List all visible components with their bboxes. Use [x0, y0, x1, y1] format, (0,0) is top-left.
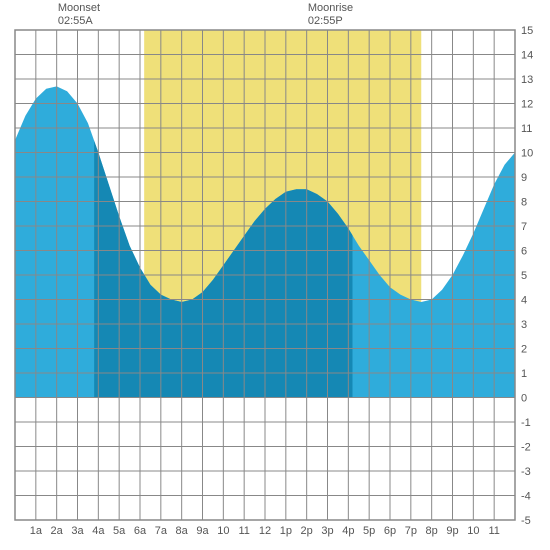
x-tick-label: 4a — [92, 525, 105, 537]
y-tick-label: 5 — [521, 270, 527, 282]
x-tick-label: 12 — [259, 525, 271, 537]
tide-chart: Moonset 02:55A Moonrise 02:55P -5-4-3-2-… — [0, 0, 550, 550]
moonset-time: 02:55A — [58, 15, 100, 28]
y-tick-label: 11 — [521, 123, 532, 135]
x-tick-label: 3a — [71, 525, 84, 537]
y-tick-label: 2 — [521, 344, 527, 356]
x-tick-label: 2p — [301, 525, 313, 537]
x-tick-label: 5p — [363, 525, 375, 537]
moonset-title: Moonset — [58, 2, 100, 15]
y-tick-label: 12 — [521, 99, 533, 111]
x-tick-label: 7a — [155, 525, 168, 537]
y-tick-label: 10 — [521, 148, 533, 160]
x-tick-label: 2a — [51, 525, 64, 537]
x-tick-label: 1p — [280, 525, 292, 537]
x-tick-label: 3p — [321, 525, 333, 537]
x-tick-label: 10 — [467, 525, 479, 537]
x-tick-label: 6a — [134, 525, 147, 537]
x-tick-label: 1a — [30, 525, 43, 537]
y-tick-label: 3 — [521, 319, 527, 331]
y-tick-label: 14 — [521, 50, 533, 62]
x-tick-label: 9p — [446, 525, 458, 537]
y-tick-label: 15 — [521, 25, 533, 37]
x-tick-label: 6p — [384, 525, 396, 537]
moonrise-title: Moonrise — [308, 2, 353, 15]
moonrise-label: Moonrise 02:55P — [308, 2, 353, 28]
x-tick-label: 7p — [405, 525, 417, 537]
y-tick-label: -5 — [521, 515, 531, 527]
moonset-label: Moonset 02:55A — [58, 2, 100, 28]
x-tick-label: 8a — [176, 525, 189, 537]
y-tick-label: -3 — [521, 466, 531, 478]
moonrise-time: 02:55P — [308, 15, 353, 28]
y-tick-label: -2 — [521, 442, 531, 454]
x-tick-label: 11 — [238, 525, 249, 537]
x-tick-label: 10 — [217, 525, 229, 537]
y-tick-label: 4 — [521, 295, 527, 307]
chart-svg: -5-4-3-2-101234567891011121314151a2a3a4a… — [0, 0, 550, 550]
y-tick-label: 13 — [521, 74, 533, 86]
y-tick-label: 6 — [521, 246, 527, 258]
y-tick-label: 8 — [521, 197, 527, 209]
x-tick-label: 11 — [488, 525, 499, 537]
x-tick-label: 5a — [113, 525, 126, 537]
x-tick-label: 9a — [196, 525, 209, 537]
x-tick-label: 8p — [426, 525, 438, 537]
y-tick-label: 7 — [521, 221, 527, 233]
y-tick-label: 9 — [521, 172, 527, 184]
x-tick-label: 4p — [342, 525, 354, 537]
grid — [15, 30, 515, 520]
y-tick-label: -1 — [521, 417, 531, 429]
y-tick-label: -4 — [521, 491, 531, 503]
y-tick-label: 0 — [521, 393, 527, 405]
y-tick-label: 1 — [521, 368, 527, 380]
